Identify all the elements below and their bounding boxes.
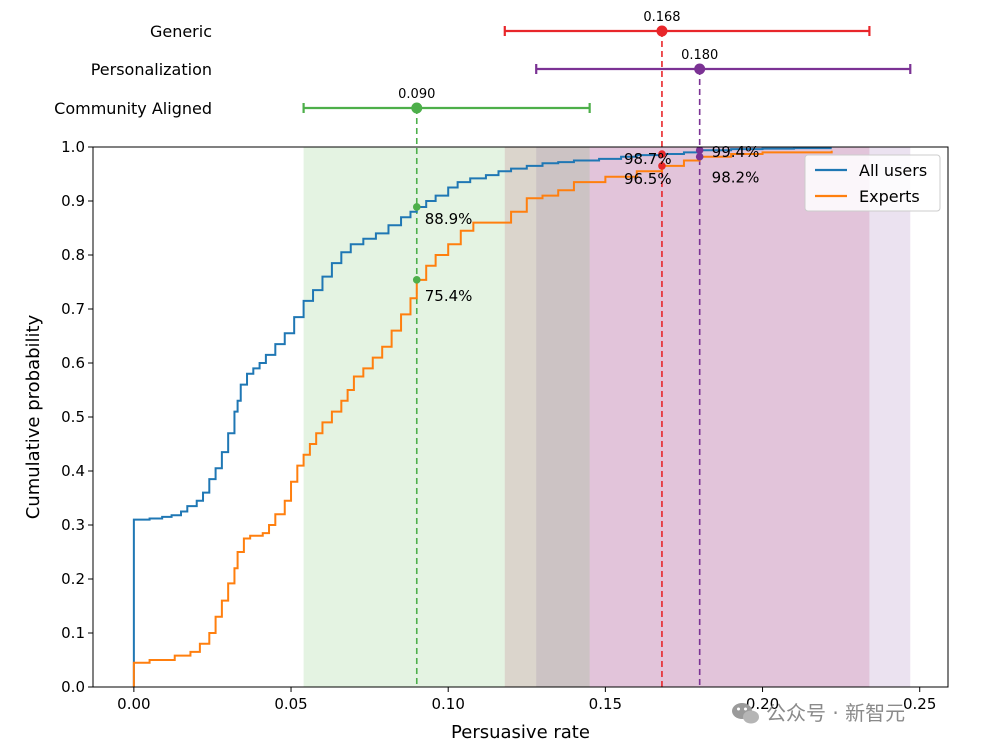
y-tick-label: 0.6 xyxy=(61,354,85,372)
y-axis: 0.0 0.1 0.2 0.3 0.4 0.5 0.6 0.7 0.8 0.9 1.0 xyxy=(61,138,93,696)
y-tick-label: 0.8 xyxy=(61,246,85,264)
series-lines xyxy=(132,147,833,687)
crossing-label: 98.7% xyxy=(624,150,672,168)
y-tick-label: 0.1 xyxy=(61,624,85,642)
crossing-marker xyxy=(658,162,666,170)
x-axis-title: Persuasive rate xyxy=(451,722,590,743)
series-line-all-users xyxy=(132,147,832,687)
crossing-label: 96.5% xyxy=(624,170,672,188)
value-label-community-aligned: 0.090 xyxy=(398,87,435,102)
legend-label-experts: Experts xyxy=(859,187,920,206)
crossing-marker xyxy=(412,276,421,284)
watermark: 公众号 · 新智元 xyxy=(732,701,905,725)
ci-band-generic xyxy=(504,147,870,687)
point-estimate-community-aligned xyxy=(411,102,423,114)
wechat-icon xyxy=(732,703,759,724)
watermark-text: 公众号 · 新智元 xyxy=(766,701,905,725)
x-tick-label: 0.10 xyxy=(431,695,464,713)
row-label-community-aligned: Community Aligned xyxy=(54,99,212,118)
value-label-personalization: 0.180 xyxy=(681,48,718,63)
row-label-generic: Generic xyxy=(150,22,212,41)
reference-lines xyxy=(415,31,701,687)
crossing-label: 88.9% xyxy=(425,210,473,228)
y-tick-label: 0.9 xyxy=(61,192,85,210)
crossing-marker xyxy=(412,203,421,211)
legend-label-all-users: All users xyxy=(859,161,927,180)
y-tick-label: 0.2 xyxy=(61,570,85,588)
x-axis: 0.00 0.05 0.10 0.15 0.20 0.25 xyxy=(117,687,936,713)
x-tick-label: 0.20 xyxy=(746,695,779,713)
y-tick-label: 0.5 xyxy=(61,408,85,426)
x-tick-label: 0.15 xyxy=(589,695,622,713)
value-label-generic: 0.168 xyxy=(643,10,680,25)
ci-band-community-aligned xyxy=(303,147,590,687)
x-tick-label: 0.05 xyxy=(274,695,307,713)
series-line-experts xyxy=(132,150,833,687)
x-tick-label: 0.00 xyxy=(117,695,150,713)
legend: All users Experts xyxy=(804,154,941,212)
crossing-label: 99.4% xyxy=(712,143,760,161)
point-estimate-generic xyxy=(656,25,668,37)
crossing-marker xyxy=(695,146,704,155)
crossing-label: 98.2% xyxy=(712,169,760,187)
point-estimate-personalization xyxy=(694,63,706,75)
y-tick-label: 0.3 xyxy=(61,516,85,534)
crossing-markers: 88.9% 75.4% 98.7% 96.5% 99.4% 98.2% xyxy=(412,143,760,305)
crossing-marker xyxy=(658,150,666,158)
estimate-rows: Generic 0.168 Personalization 0.180 Communit… xyxy=(54,10,912,118)
y-axis-title: Cumulative probability xyxy=(23,314,44,519)
y-tick-label: 0.4 xyxy=(61,462,85,480)
y-tick-label: 0.7 xyxy=(61,300,85,318)
x-tick-label: 0.25 xyxy=(903,695,936,713)
y-tick-label: 1.0 xyxy=(61,138,85,156)
y-tick-label: 0.0 xyxy=(61,678,85,696)
row-label-personalization: Personalization xyxy=(91,60,212,79)
crossing-marker xyxy=(695,152,704,161)
ci-band-personalization xyxy=(536,147,911,687)
crossing-label: 75.4% xyxy=(425,287,473,305)
ci-shade-bands xyxy=(303,147,911,687)
